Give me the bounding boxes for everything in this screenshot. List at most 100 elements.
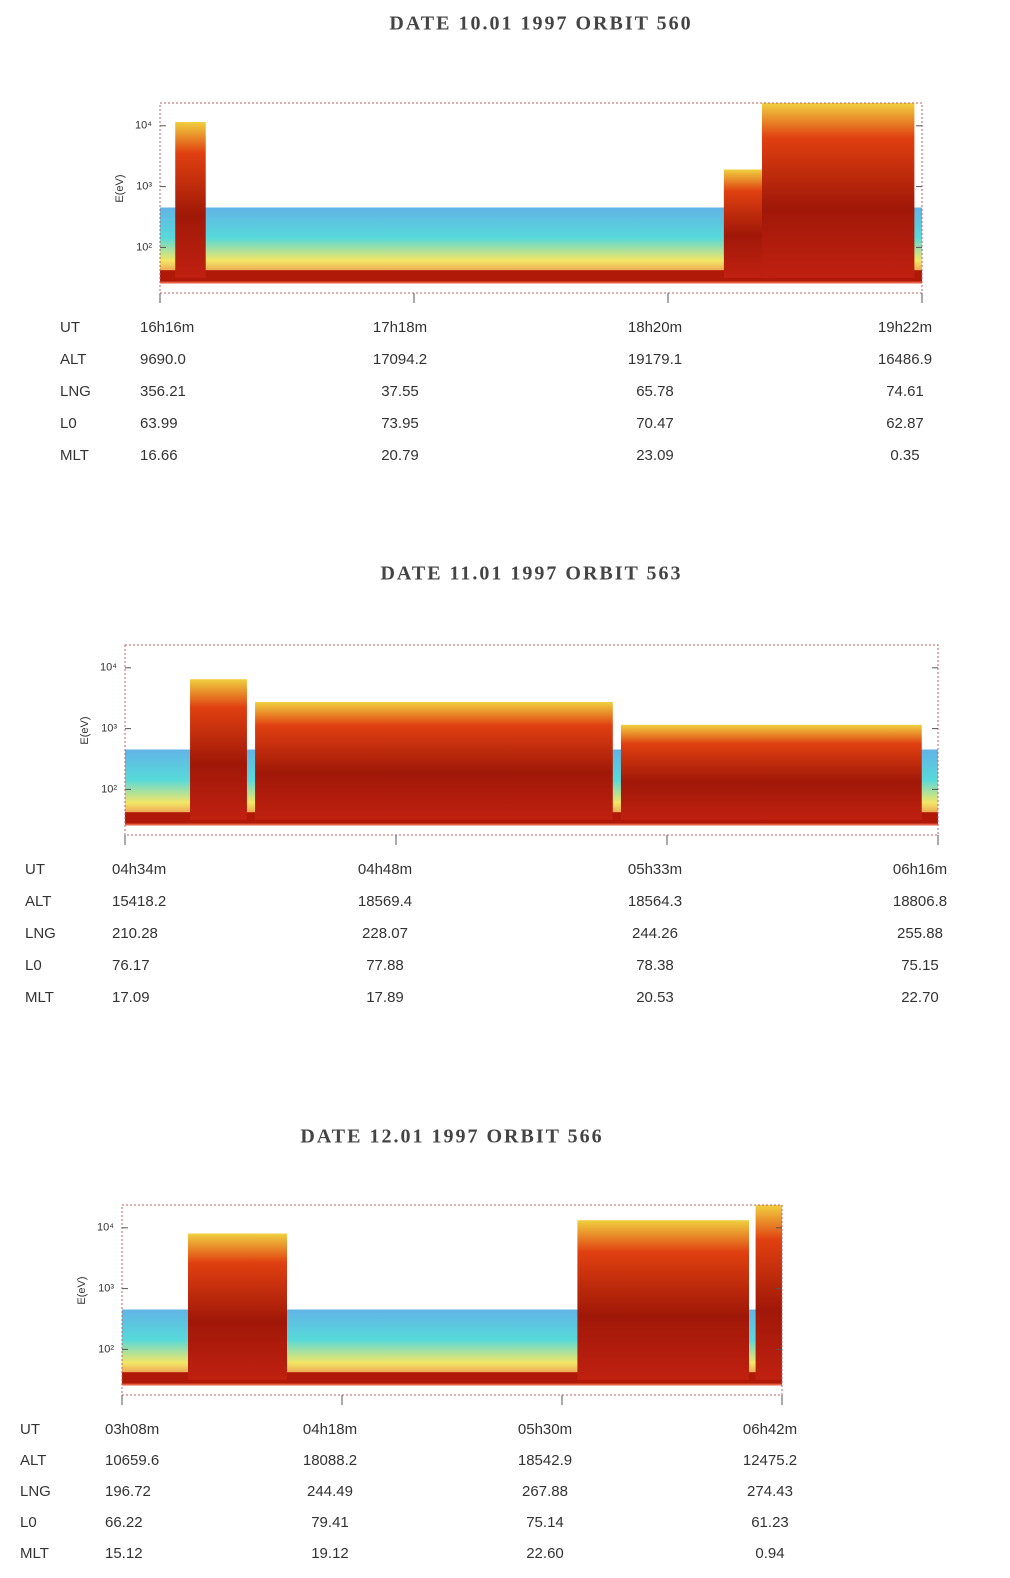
table-cell: 22.70 (901, 989, 939, 1006)
row-label: ALT (20, 1452, 46, 1469)
y-tick-label: 10⁴ (135, 120, 152, 132)
table-cell: 18088.2 (303, 1452, 357, 1469)
table-cell: 16486.9 (878, 351, 932, 368)
table-cell: 63.99 (140, 415, 178, 432)
table-cell: 10659.6 (105, 1452, 159, 1469)
table-cell: 70.47 (636, 415, 674, 432)
table-cell: 0.94 (755, 1545, 784, 1562)
table-cell: 65.78 (636, 383, 674, 400)
table-cell: 267.88 (522, 1483, 568, 1500)
table-cell: 78.38 (636, 957, 674, 974)
row-label: ALT (60, 351, 86, 368)
row-label: UT (25, 861, 45, 878)
panel-title: DATE 10.01 1997 ORBIT 560 (389, 13, 692, 35)
table-cell: 74.61 (886, 383, 924, 400)
row-label: LNG (60, 383, 91, 400)
table-cell: 03h08m (105, 1421, 159, 1438)
table-cell: 15.12 (105, 1545, 143, 1562)
y-tick-label: 10⁴ (97, 1222, 114, 1234)
spectrogram (125, 679, 938, 826)
spectrogram-floor (122, 1372, 782, 1384)
table-cell: 18569.4 (358, 893, 412, 910)
spectrogram-region (255, 702, 613, 820)
spectrogram (122, 1205, 782, 1386)
table-cell: 20.53 (636, 989, 674, 1006)
table-cell: 228.07 (362, 925, 408, 942)
table-cell: 17.09 (112, 989, 150, 1006)
y-tick-label: 10² (98, 1343, 114, 1355)
table-cell: 19.12 (311, 1545, 349, 1562)
table-cell: 274.43 (747, 1483, 793, 1500)
table-cell: 16.66 (140, 447, 178, 464)
table-cell: 62.87 (886, 415, 924, 432)
y-axis-label: E(eV) (114, 174, 126, 202)
table-cell: 17094.2 (373, 351, 427, 368)
table-cell: 37.55 (381, 383, 419, 400)
table-cell: 19h22m (878, 319, 932, 336)
row-label: L0 (20, 1514, 37, 1531)
table-cell: 18806.8 (893, 893, 947, 910)
y-tick-label: 10³ (136, 181, 152, 193)
spectrogram-region (620, 724, 922, 820)
row-label: L0 (25, 957, 42, 974)
y-axis-label: E(eV) (79, 716, 91, 744)
row-label: MLT (60, 447, 89, 464)
table-cell: 18h20m (628, 319, 682, 336)
table-cell: 05h33m (628, 861, 682, 878)
spectrogram-region (761, 103, 915, 278)
table-cell: 73.95 (381, 415, 419, 432)
row-label: LNG (25, 925, 56, 942)
row-label: MLT (25, 989, 54, 1006)
y-tick-label: 10² (101, 783, 117, 795)
row-label: UT (20, 1421, 40, 1438)
table-cell: 75.15 (901, 957, 939, 974)
table-cell: 17.89 (366, 989, 404, 1006)
row-label: ALT (25, 893, 51, 910)
y-tick-label: 10² (136, 241, 152, 253)
spectrogram-region (755, 1205, 782, 1380)
table-cell: 76.17 (112, 957, 150, 974)
table-cell: 255.88 (897, 925, 943, 942)
spectrogram-region (188, 1233, 287, 1380)
table-cell: 15418.2 (112, 893, 166, 910)
table-cell: 22.60 (526, 1545, 564, 1562)
table-cell: 04h34m (112, 861, 166, 878)
table-cell: 20.79 (381, 447, 419, 464)
table-cell: 06h42m (743, 1421, 797, 1438)
row-label: MLT (20, 1545, 49, 1562)
table-cell: 19179.1 (628, 351, 682, 368)
table-cell: 79.41 (311, 1514, 349, 1531)
spectrogram-region (175, 122, 206, 278)
row-label: LNG (20, 1483, 51, 1500)
table-cell: 17h18m (373, 319, 427, 336)
panel-title: DATE 12.01 1997 ORBIT 566 (300, 1126, 603, 1148)
y-tick-label: 10⁴ (100, 662, 117, 674)
table-cell: 05h30m (518, 1421, 572, 1438)
table-cell: 06h16m (893, 861, 947, 878)
table-cell: 23.09 (636, 447, 674, 464)
table-cell: 66.22 (105, 1514, 143, 1531)
table-cell: 18542.9 (518, 1452, 572, 1469)
plot-frame (121, 1204, 783, 1396)
plot-frame (159, 102, 923, 294)
spectrogram-region (190, 679, 247, 820)
table-cell: 04h18m (303, 1421, 357, 1438)
spectrogram-floor (160, 270, 922, 282)
table-cell: 244.49 (307, 1483, 353, 1500)
row-label: UT (60, 319, 80, 336)
panel-title: DATE 11.01 1997 ORBIT 563 (380, 563, 682, 585)
plot-frame (124, 644, 939, 836)
table-cell: 18564.3 (628, 893, 682, 910)
row-label: L0 (60, 415, 77, 432)
y-tick-label: 10³ (98, 1283, 114, 1295)
y-axis-label: E(eV) (76, 1276, 88, 1304)
table-cell: 356.21 (140, 383, 186, 400)
table-cell: 77.88 (366, 957, 404, 974)
table-cell: 75.14 (526, 1514, 564, 1531)
y-tick-label: 10³ (101, 723, 117, 735)
table-cell: 210.28 (112, 925, 158, 942)
table-cell: 196.72 (105, 1483, 151, 1500)
table-cell: 0.35 (890, 447, 919, 464)
table-cell: 12475.2 (743, 1452, 797, 1469)
